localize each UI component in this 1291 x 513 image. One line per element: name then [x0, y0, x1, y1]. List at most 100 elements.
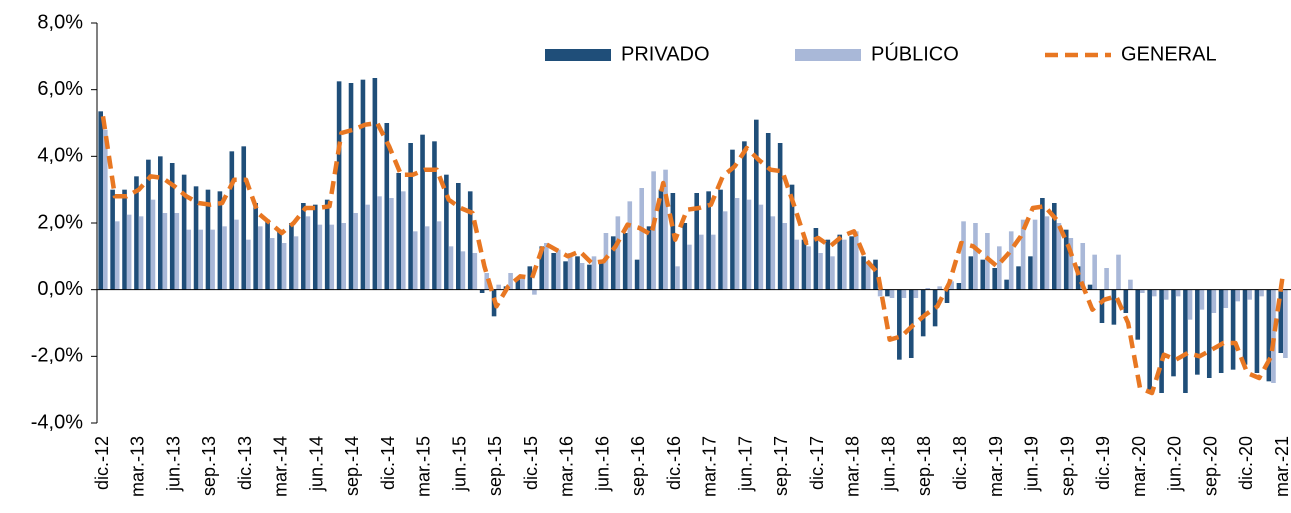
bar — [229, 151, 235, 290]
bar — [706, 191, 711, 290]
bar — [634, 259, 640, 290]
bar — [968, 256, 974, 290]
bar — [813, 228, 819, 290]
x-tick-label: jun.-18 — [878, 436, 898, 492]
bar — [1032, 219, 1038, 290]
x-tick-label: dic.-15 — [521, 436, 541, 490]
bar — [353, 213, 358, 290]
bar — [150, 199, 156, 290]
x-tick-label: dic.-14 — [378, 436, 398, 490]
legend-label: GENERAL — [1121, 43, 1217, 65]
bar — [1008, 231, 1014, 290]
bar — [408, 143, 413, 290]
bar — [1159, 289, 1164, 393]
bar — [579, 263, 585, 290]
bar — [1218, 289, 1224, 373]
y-tick-label: -4,0% — [31, 411, 83, 433]
bar — [992, 268, 997, 290]
x-tick-label: jun.-17 — [735, 436, 755, 492]
bar — [1140, 289, 1145, 293]
bar — [456, 183, 461, 290]
bar — [1171, 289, 1176, 377]
bar — [301, 203, 306, 290]
bar — [134, 176, 139, 290]
bar — [730, 149, 735, 290]
bar — [1128, 279, 1133, 290]
y-tick-label: 4,0% — [37, 145, 83, 167]
bar — [1104, 268, 1109, 290]
x-tick-label: jun.-15 — [449, 436, 469, 492]
bar — [920, 289, 926, 337]
bar — [520, 278, 525, 290]
bar — [174, 213, 180, 290]
bar — [365, 204, 370, 290]
x-tick-label: sep.-19 — [1057, 436, 1077, 496]
bar — [551, 253, 556, 290]
bar — [801, 239, 807, 290]
bar — [293, 236, 299, 290]
bar — [324, 199, 330, 290]
bar — [277, 229, 282, 290]
x-tick-label: jun.-19 — [1022, 436, 1042, 492]
bar — [1266, 289, 1272, 382]
bar — [687, 244, 692, 290]
bar — [246, 239, 251, 290]
bar — [1028, 256, 1033, 290]
bar — [341, 223, 346, 290]
bar — [1147, 289, 1152, 390]
bar — [837, 234, 843, 290]
bar — [742, 141, 747, 290]
bar — [956, 283, 962, 290]
bar — [515, 279, 521, 290]
bar — [257, 226, 263, 290]
bar — [122, 189, 127, 290]
x-tick-label: jun.-14 — [306, 436, 326, 492]
x-tick-label: dic.-17 — [807, 436, 827, 490]
bar — [181, 174, 187, 290]
bar — [985, 233, 990, 290]
x-tick-label: mar.-16 — [557, 436, 577, 497]
bar — [1087, 284, 1093, 290]
bar — [1195, 289, 1200, 375]
bar — [694, 193, 699, 290]
bar — [782, 223, 788, 290]
x-tick-label: jun.-20 — [1165, 436, 1185, 492]
bar — [126, 214, 132, 290]
bar — [555, 249, 561, 290]
bar — [527, 266, 533, 290]
bar — [269, 238, 275, 290]
bar — [973, 223, 978, 290]
bar — [1235, 289, 1240, 302]
bar — [1163, 289, 1169, 300]
bar — [281, 243, 287, 290]
bar — [210, 229, 215, 290]
y-tick-label: -2,0% — [31, 345, 83, 367]
bar — [865, 261, 871, 290]
bar — [591, 256, 597, 290]
bar — [873, 259, 878, 290]
bar — [1052, 203, 1057, 290]
bar — [448, 246, 454, 290]
bar — [1040, 198, 1045, 290]
bar — [885, 289, 890, 297]
bar — [1092, 254, 1097, 290]
bar — [508, 273, 513, 290]
y-tick-label: 8,0% — [37, 11, 83, 33]
bar — [818, 253, 823, 290]
bar — [234, 219, 239, 290]
bar — [746, 199, 752, 290]
bar — [265, 219, 270, 290]
bar — [789, 184, 795, 290]
x-tick-label: dic.-12 — [92, 436, 112, 490]
bar — [770, 216, 776, 290]
bar — [1063, 229, 1069, 290]
bar — [146, 159, 151, 290]
bar — [901, 289, 907, 298]
bar — [217, 191, 223, 290]
bar — [825, 239, 831, 290]
bar — [1080, 243, 1086, 290]
x-tick-label: sep.-14 — [342, 436, 362, 496]
bar — [103, 129, 108, 290]
bar — [532, 289, 537, 295]
x-tick-label: mar.-14 — [271, 436, 291, 497]
